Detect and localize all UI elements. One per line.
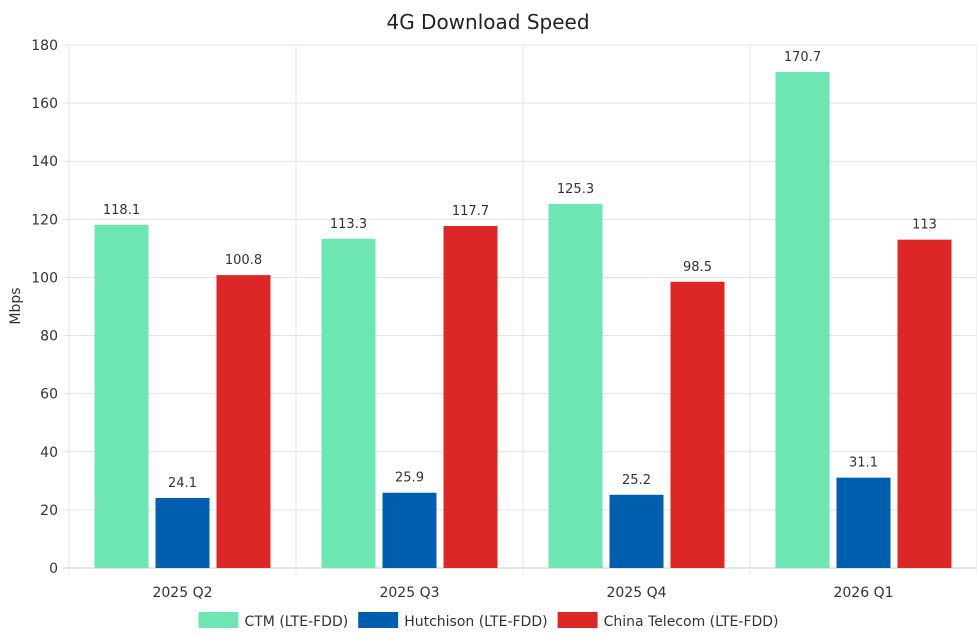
y-tick-label: 60	[40, 387, 58, 403]
y-tick-label: 20	[40, 503, 58, 519]
x-tick-label: 2025 Q3	[379, 585, 439, 601]
bar[interactable]	[155, 497, 210, 568]
bar[interactable]	[321, 238, 376, 569]
data-label: 113	[912, 218, 937, 233]
data-label: 24.1	[168, 476, 197, 491]
y-tick-label: 0	[49, 561, 58, 577]
legend-label[interactable]: Hutchison (LTE-FDD)	[404, 614, 547, 630]
data-label: 25.2	[622, 473, 651, 488]
y-axis-label: Mbps	[8, 287, 24, 324]
x-tick-label: 2026 Q1	[833, 585, 893, 601]
data-label: 170.7	[784, 50, 821, 65]
bar[interactable]	[775, 72, 830, 568]
y-tick-label: 140	[31, 154, 58, 170]
bars-layer	[94, 72, 952, 569]
y-tick-label: 120	[31, 212, 58, 228]
y-tick-label: 80	[40, 329, 58, 345]
bar[interactable]	[443, 226, 498, 568]
y-tick-label: 100	[31, 270, 58, 286]
chart-title: 4G Download Speed	[386, 10, 589, 34]
bar[interactable]	[94, 224, 149, 568]
legend-label[interactable]: CTM (LTE-FDD)	[244, 614, 348, 630]
legend-swatch[interactable]	[198, 612, 239, 628]
data-label: 98.5	[683, 260, 712, 275]
bar[interactable]	[670, 281, 725, 568]
data-label: 25.9	[395, 471, 424, 486]
legend-swatch[interactable]	[358, 612, 399, 628]
bar[interactable]	[548, 203, 603, 568]
data-label: 113.3	[330, 217, 367, 232]
y-tick-label: 160	[31, 96, 58, 112]
x-tick-label: 2025 Q2	[152, 585, 212, 601]
bar[interactable]	[897, 239, 952, 568]
grid-layer	[63, 44, 977, 574]
bar[interactable]	[836, 477, 891, 568]
data-label: 117.7	[452, 204, 489, 219]
bar[interactable]	[216, 275, 271, 568]
bar[interactable]	[609, 494, 664, 568]
y-tick-label: 180	[31, 38, 58, 54]
data-label: 125.3	[557, 182, 594, 197]
ticks-layer: 0 20 40 60 80 100 120 140 160 180 2025 Q2 2025 Q3 20…	[31, 38, 893, 601]
legend-swatch[interactable]	[557, 612, 598, 628]
legend[interactable]: CTM (LTE-FDD) Hutchison (LTE-FDD) China Te…	[198, 612, 779, 630]
data-label: 118.1	[103, 203, 140, 218]
data-labels-layer: 118.1 24.1 100.8 113.3 25.9 117.7 125.3 25.2 98.…	[103, 50, 937, 491]
data-label: 100.8	[225, 253, 262, 268]
legend-label[interactable]: China Telecom (LTE-FDD)	[604, 614, 779, 630]
data-label: 31.1	[849, 456, 878, 471]
y-tick-label: 40	[40, 445, 58, 461]
x-tick-label: 2025 Q4	[606, 585, 666, 601]
bar[interactable]	[382, 492, 437, 568]
